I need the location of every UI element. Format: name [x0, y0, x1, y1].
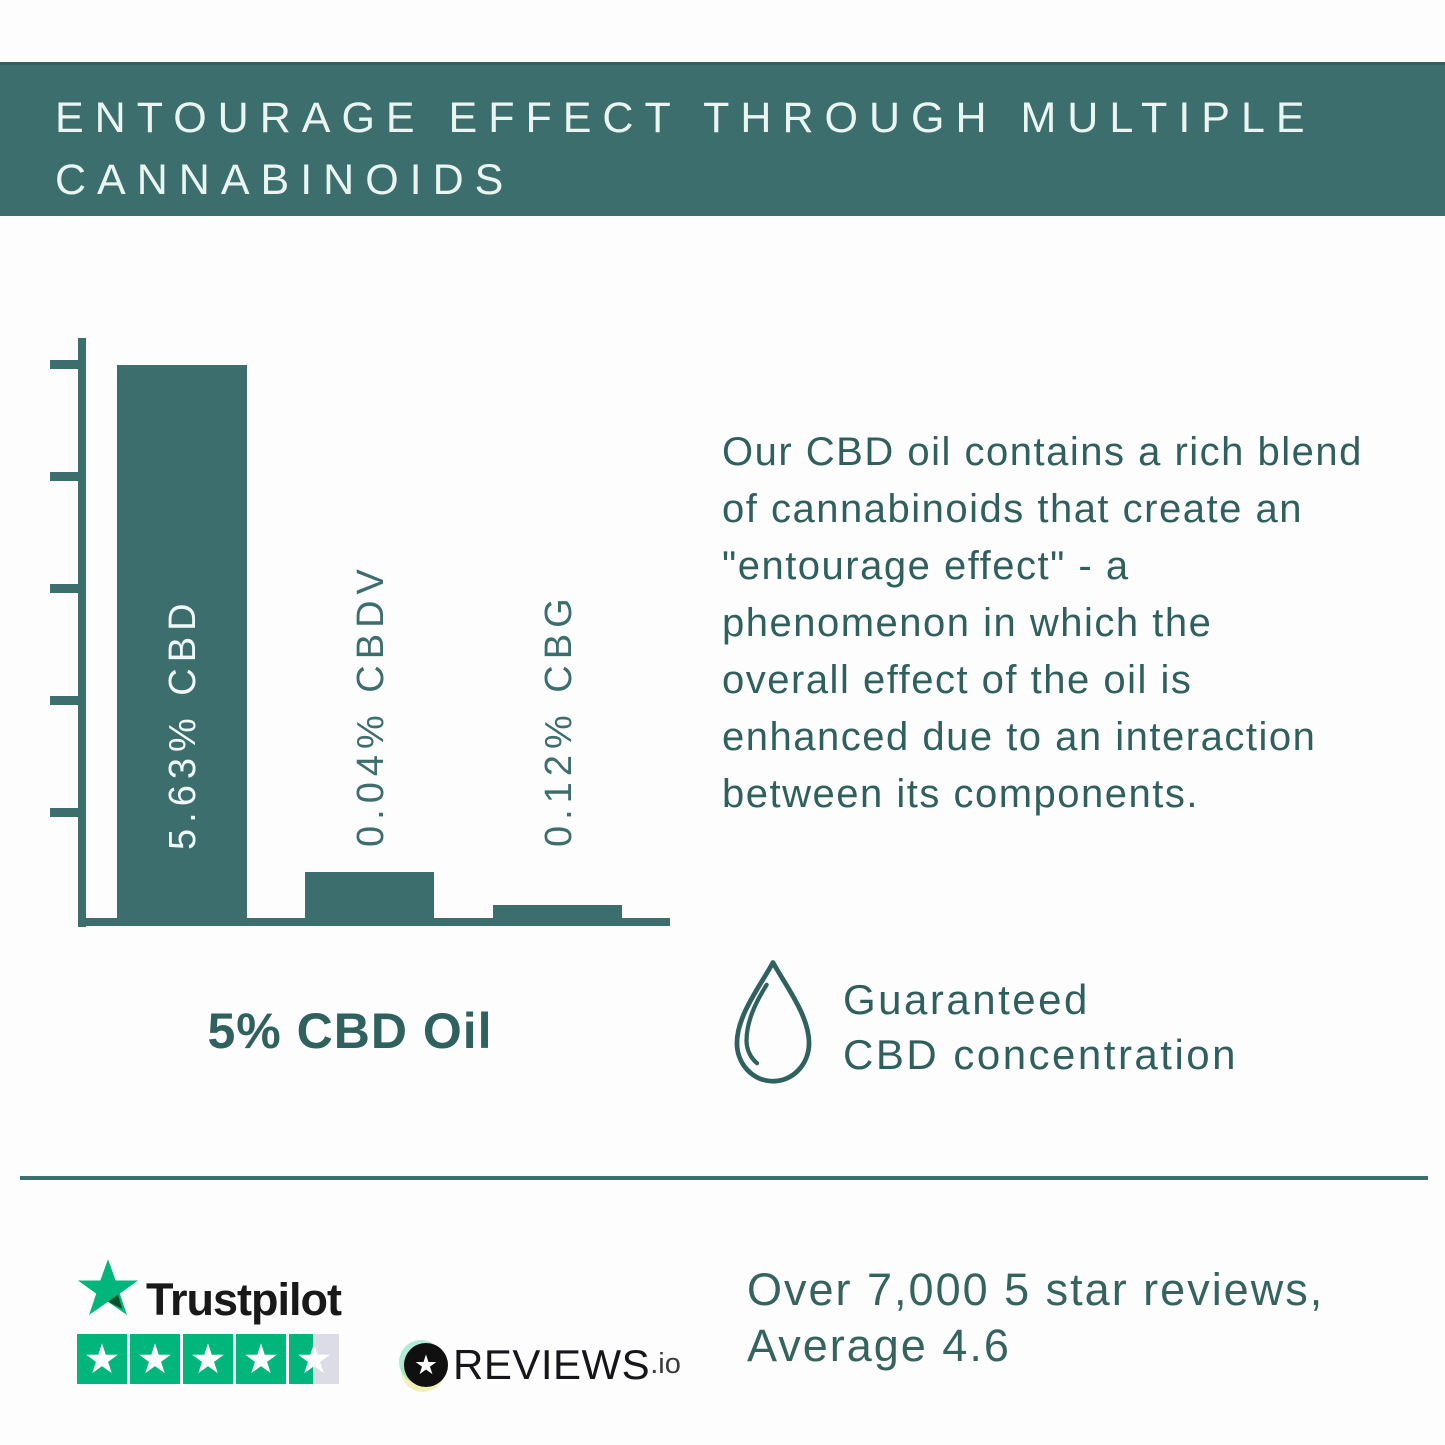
bar-label-cbg: 0.12% CBG: [538, 592, 580, 847]
y-axis-tick: [50, 808, 78, 817]
trustpilot-star-icon: [77, 1259, 139, 1316]
description-text: Our CBD oil contains a rich blend of can…: [722, 430, 1363, 816]
chart-caption: 5% CBD Oil: [207, 1003, 493, 1059]
water-drop-icon: [734, 960, 812, 1084]
star-box-full: [130, 1334, 180, 1384]
star-box-full: [236, 1334, 286, 1384]
star-box-half: [289, 1334, 339, 1384]
trustpilot-rating-stars: [77, 1334, 339, 1384]
bar-cbg: [493, 905, 622, 918]
header-banner: ENTOURAGE EFFECT THROUGH MULTIPLE CANNAB…: [0, 62, 1445, 216]
divider-line: [20, 1176, 1428, 1180]
bar-cbdv: [305, 872, 434, 918]
reviewsio-suffix: .io: [650, 1348, 681, 1380]
y-axis-tick: [50, 584, 78, 593]
page-title: ENTOURAGE EFFECT THROUGH MULTIPLE CANNAB…: [55, 94, 1316, 204]
bar-label-cbdv: 0.04% CBDV: [350, 563, 392, 847]
reviewsio-star-icon: [404, 1343, 448, 1387]
y-axis-tick: [50, 696, 78, 705]
star-box-full: [183, 1334, 233, 1384]
bar-label-cbd: 5.63% CBD: [162, 597, 204, 850]
chart-x-axis: [78, 918, 670, 926]
trustpilot-wordmark: Trustpilot: [146, 1274, 342, 1325]
y-axis-tick: [50, 472, 78, 481]
y-axis-tick: [50, 360, 78, 369]
guarantee-text: Guaranteed CBD concentration: [843, 976, 1239, 1078]
reviewsio-logo: REVIEWS .io: [404, 1342, 681, 1388]
bar-cbd: [117, 365, 247, 918]
cannabinoid-bar-chart: 5.63% CBD 0.04% CBDV 0.12% CBG 5% CBD Oi…: [0, 0, 720, 1080]
reviews-summary: Over 7,000 5 star reviews, Average 4.6: [747, 1264, 1325, 1371]
reviewsio-wordmark: REVIEWS: [453, 1341, 651, 1388]
star-box-full: [77, 1334, 127, 1384]
chart-y-axis: [78, 338, 86, 927]
